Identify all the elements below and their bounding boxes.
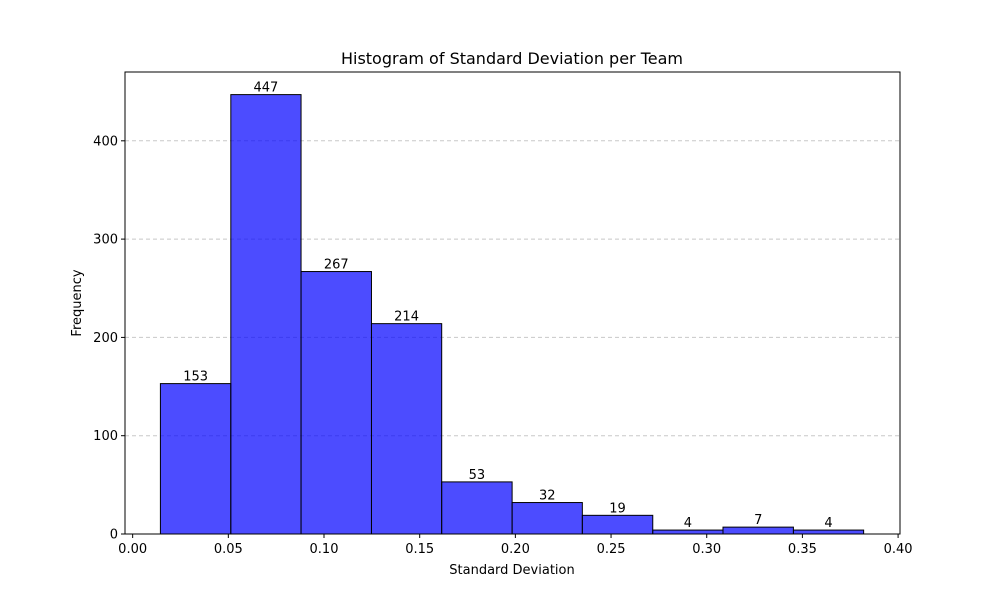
x-tick-label: 0.15 [405,542,434,557]
histogram-bar [370,323,443,535]
bar-value-label: 214 [394,310,419,325]
x-tick-label: 0.40 [884,542,913,557]
histogram-bar [441,481,513,535]
x-tick-label: 0.05 [214,542,243,557]
x-tick-label: 0.35 [788,542,817,557]
histogram-bar [511,502,583,535]
x-axis-ticks: 0.00 0.05 0.10 0.15 0.20 0.25 0.30 0.35 0.40 [118,534,913,557]
y-axis-label: Frequency [70,269,85,336]
x-tick-label: 0.30 [692,542,721,557]
bar-value-label: 4 [684,516,692,531]
histogram-bar [722,526,794,535]
plot-frame [124,71,901,535]
bar-value-label: 53 [469,468,486,483]
y-tick-label: 0 [110,528,118,543]
x-tick-label: 0.25 [597,542,626,557]
bar-labels: 153 447 267 214 53 32 19 4 7 4 [183,81,832,531]
x-tick-label: 0.00 [118,542,147,557]
x-axis-label: Standard Deviation [449,563,574,578]
y-tick-label: 400 [93,134,118,149]
y-tick-label: 300 [93,233,118,248]
histogram-bar [581,514,654,535]
bar-value-label: 19 [609,501,626,516]
chart-title: Histogram of Standard Deviation per Team [341,49,683,68]
bar-value-label: 153 [183,370,208,385]
x-tick-label: 0.10 [310,542,339,557]
bar-value-label: 32 [539,489,556,504]
y-axis-ticks: 0 100 200 300 400 [93,134,125,543]
bar-value-label: 267 [324,258,349,273]
bar-value-label: 7 [754,513,762,528]
histogram-bar [300,271,372,535]
histogram-bar [159,383,232,535]
bar-value-label: 4 [824,516,832,531]
histogram-bar [230,94,302,535]
y-tick-label: 200 [93,331,118,346]
bar-value-label: 447 [254,81,279,96]
y-tick-label: 100 [93,429,118,444]
x-tick-label: 0.20 [501,542,530,557]
